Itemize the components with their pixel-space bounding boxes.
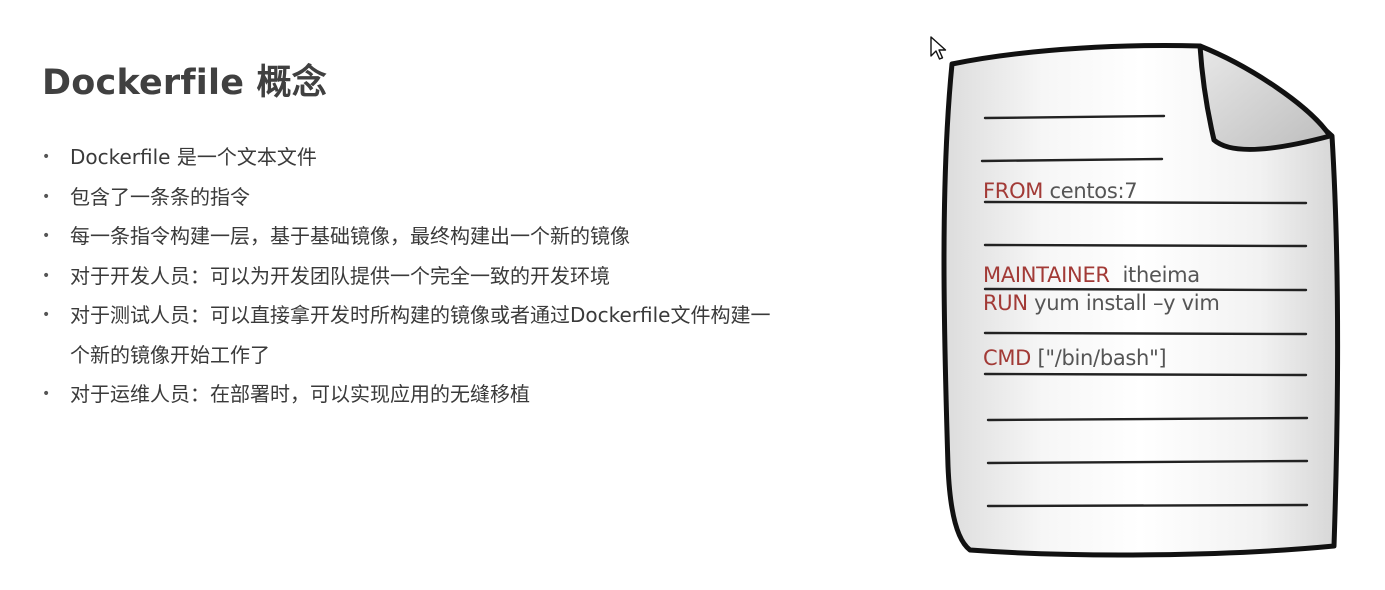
document-page-icon (941, 43, 1341, 558)
list-item: • 包含了一条条的指令 (40, 178, 800, 218)
value: ["/bin/bash"] (1031, 346, 1167, 370)
value: centos:7 (1043, 179, 1138, 203)
bullet-dot-icon: • (42, 307, 51, 323)
keyword: CMD (983, 346, 1032, 370)
keyword: MAINTAINER (983, 263, 1110, 287)
value: itheima (1109, 263, 1200, 287)
code-line-from: FROM centos:7 (983, 179, 1138, 203)
code-line-run: RUN yum install –y vim (983, 291, 1220, 315)
bullet-text: 对于运维人员：在部署时，可以实现应用的无缝移植 (70, 382, 530, 406)
keyword: FROM (983, 179, 1044, 203)
list-item: • Dockerfile 是一个文本文件 (40, 138, 800, 178)
bullet-text: 每一条指令构建一层，基于基础镜像，最终构建出一个新的镜像 (70, 224, 630, 248)
code-line-maintainer: MAINTAINER itheima (983, 263, 1200, 287)
code-line-cmd: CMD ["/bin/bash"] (983, 346, 1167, 370)
list-item: • 对于开发人员：可以为开发团队提供一个完全一致的开发环境 (40, 257, 800, 297)
list-item: • 对于运维人员：在部署时，可以实现应用的无缝移植 (40, 375, 800, 415)
bullet-dot-icon: • (42, 149, 51, 165)
bullet-dot-icon: • (42, 228, 51, 244)
bullet-dot-icon: • (42, 267, 51, 284)
bullet-text: Dockerfile 是一个文本文件 (70, 145, 317, 169)
bullet-text: 对于测试人员：可以直接拿开发时所构建的镜像或者通过Dockerfile文件构建一… (70, 303, 771, 367)
value: yum install –y vim (1027, 291, 1220, 315)
dockerfile-illustration: FROM centos:7 MAINTAINER itheima RUN yum… (930, 36, 1350, 576)
bullet-dot-icon: • (42, 386, 51, 402)
bullet-list: • Dockerfile 是一个文本文件 • 包含了一条条的指令 • 每一条指令… (40, 138, 800, 415)
bullet-text: 包含了一条条的指令 (70, 184, 250, 209)
list-item: • 每一条指令构建一层，基于基础镜像，最终构建出一个新的镜像 (40, 217, 800, 257)
list-item: • 对于测试人员：可以直接拿开发时所构建的镜像或者通过Dockerfile文件构… (40, 296, 820, 375)
keyword: RUN (983, 291, 1028, 315)
bullet-dot-icon: • (42, 188, 51, 205)
slide-title: Dockerfile 概念 (42, 63, 327, 103)
mouse-pointer-icon (930, 36, 947, 60)
bullet-text: 对于开发人员：可以为开发团队提供一个完全一致的开发环境 (70, 263, 610, 288)
